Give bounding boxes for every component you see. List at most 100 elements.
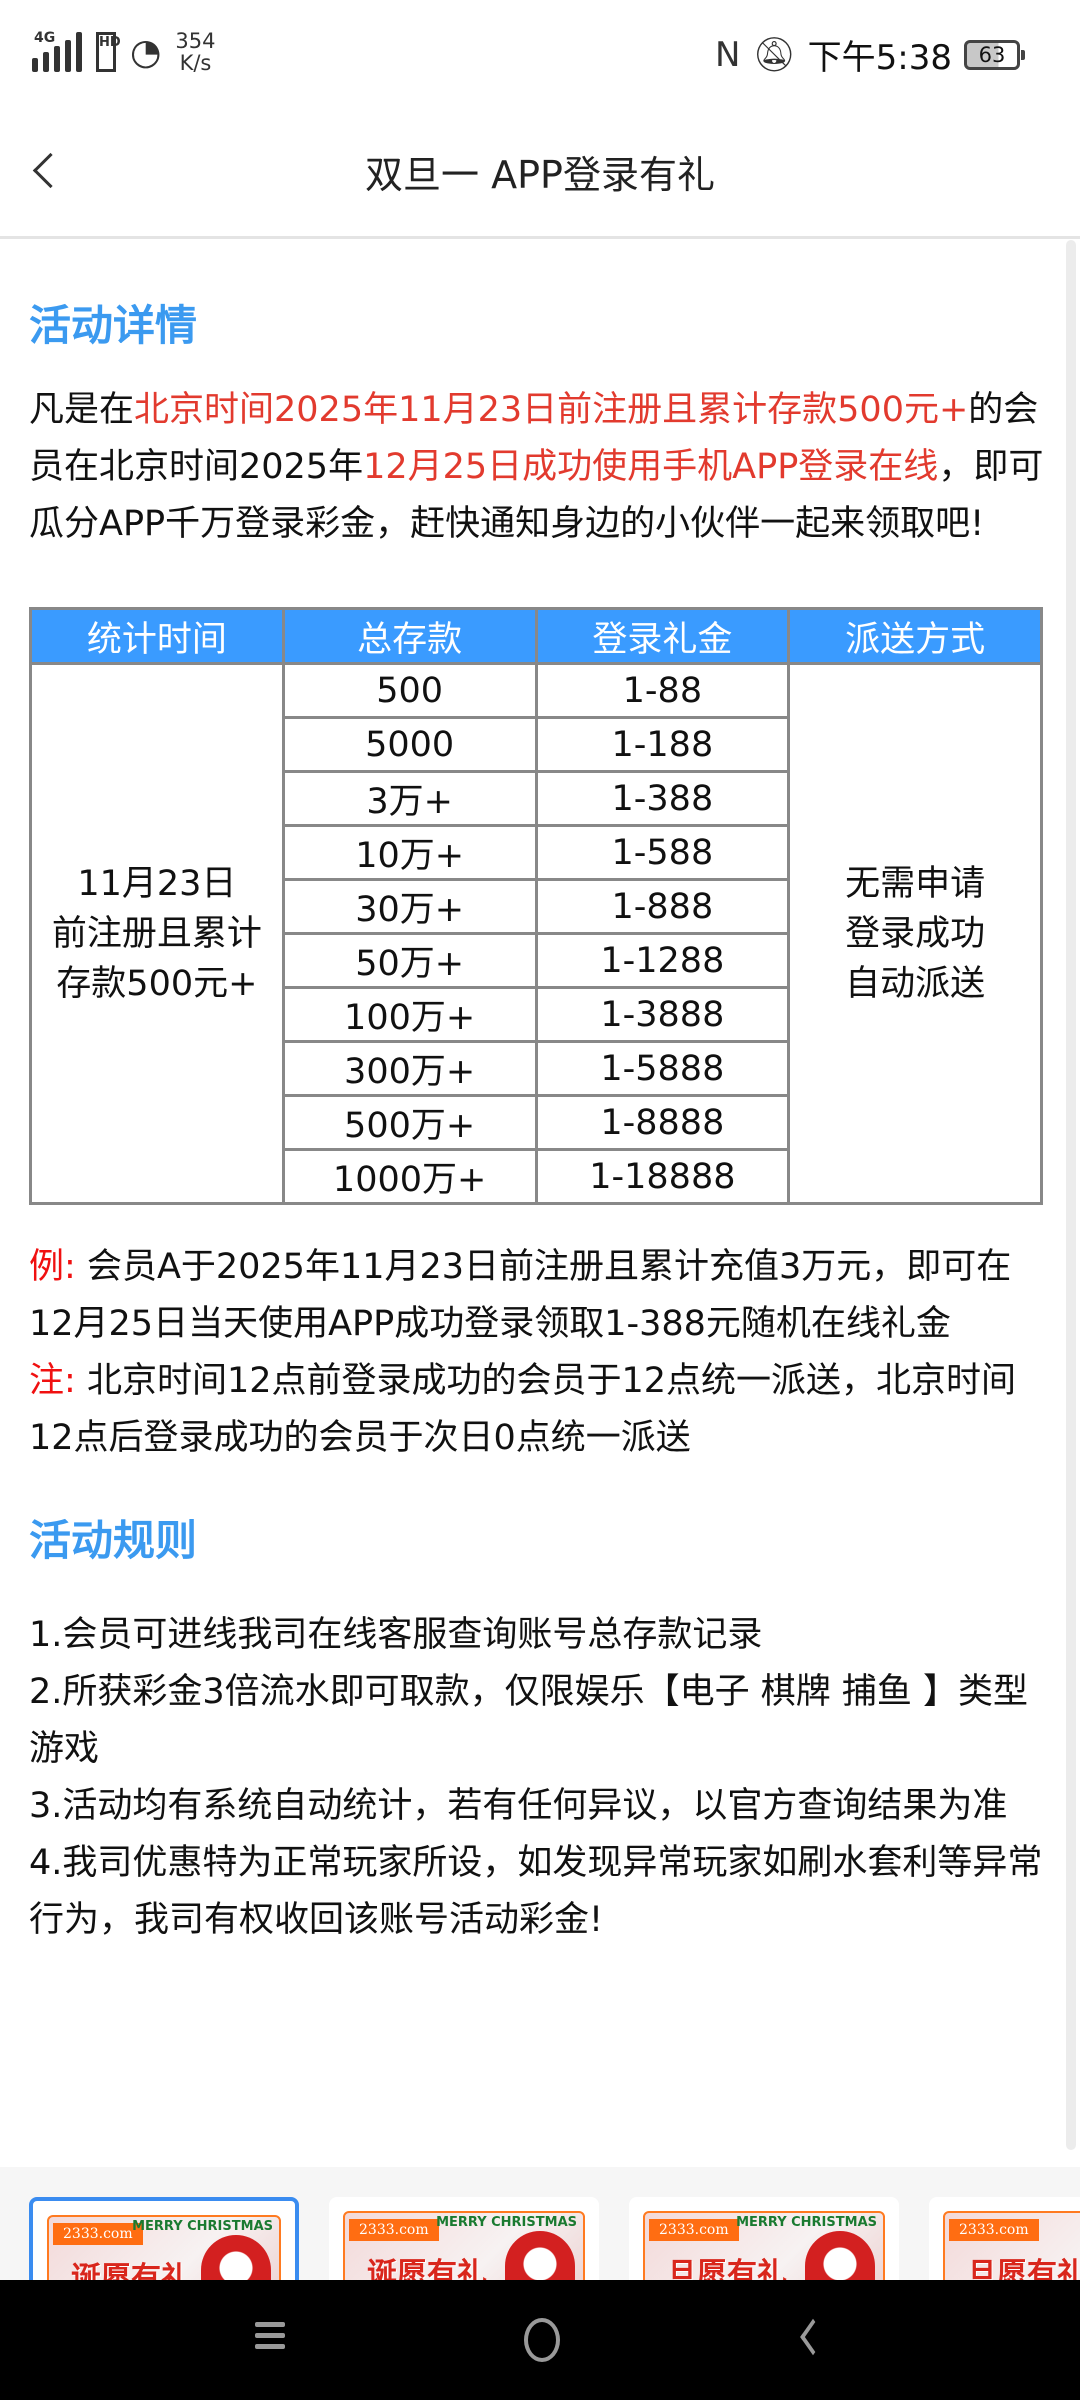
table-row: 1000万+ 1-18888 <box>31 1148 1042 1205</box>
menu-icon <box>240 2322 300 2349</box>
character-image <box>201 2235 271 2280</box>
site-tag: 2333.com <box>349 2219 439 2241</box>
deposit-cell: 500 <box>281 662 538 719</box>
deposit-cell: 1000万+ <box>281 1148 538 1205</box>
nav-back-button[interactable] <box>780 2316 840 2366</box>
table-row: 11月23日 前注册且累计 存款500元+ 500 1-88 无需申请 登录成功 自动派送 <box>29 662 1043 1205</box>
example-text: 会员A于2025年11月23日前注册且累计充值3万元，即可在12月25日当天使用… <box>29 1247 1012 1344</box>
poster-title: 旦愿有礼 <box>667 2257 787 2280</box>
table-row: 3万+ 1-388 <box>31 770 1042 827</box>
network-type: 4G <box>34 30 56 46</box>
column-header: 登录礼金 <box>534 607 791 665</box>
table-row: 500万+ 1-8888 <box>31 1094 1042 1151</box>
column-header: 总存款 <box>281 607 538 665</box>
time-cell-line: 11月23日 <box>77 863 237 904</box>
bonus-cell: 1-18888 <box>534 1148 791 1205</box>
signal-icon: 4G <box>32 30 82 72</box>
delivery-cell-line: 无需申请 <box>845 863 986 904</box>
table-row: 50万+ 1-1288 <box>31 932 1042 989</box>
hd-icon: HD <box>96 32 121 72</box>
deposit-cell: 3万+ <box>281 770 538 827</box>
column-header: 统计时间 <box>29 607 285 665</box>
example-note: 例: 会员A于2025年11月23日前注册且累计充值3万元，即可在12月25日当… <box>29 1239 1049 1353</box>
wifi-icon: ◔ <box>130 31 162 73</box>
nfc-icon: N <box>715 34 741 75</box>
intro-text: 凡是在 <box>29 390 135 430</box>
table-header-row: 统计时间 总存款 登录礼金 派送方式 <box>29 607 1043 665</box>
character-image <box>805 2231 875 2280</box>
deposit-cell: 100万+ <box>281 986 538 1043</box>
intro-highlight: 北京时间2025年11月23日前注册且累计存款500元+ <box>134 390 969 430</box>
poster-title: 诞愿有礼 <box>71 2261 191 2280</box>
bonus-cell: 1-388 <box>534 770 791 827</box>
speed-value: 354 <box>175 29 216 53</box>
table-row: 10万+ 1-588 <box>31 824 1042 881</box>
speed-unit: K/s <box>179 51 212 75</box>
network-speed: 354 K/s <box>175 30 215 74</box>
bonus-cell: 1-888 <box>534 878 791 935</box>
banner-text: MERRY CHRISTMAS <box>132 2219 273 2234</box>
bonus-cell: 1-188 <box>534 716 791 773</box>
banner-text: MERRY CHRISTMAS <box>736 2215 877 2230</box>
rules-heading: 活动规则 <box>29 1516 198 1565</box>
mute-bell-icon: 🔕︎ <box>752 34 796 75</box>
banner-text: MERRY CHRISTMAS <box>436 2215 577 2230</box>
table-row: 100万+ 1-3888 <box>31 986 1042 1043</box>
delivery-note: 注: 北京时间12点前登录成功的会员于12点统一派送，北京时间12点后登录成功的… <box>29 1353 1049 1467</box>
system-nav-bar <box>0 2280 1080 2400</box>
rule-item: 1.会员可进线我司在线客服查询账号总存款记录 <box>29 1615 763 1655</box>
deposit-cell: 10万+ <box>281 824 538 881</box>
rule-item: 4.我司优惠特为正常玩家所设，如发现异常玩家如刷水套利等异常行为，我司有权收回该… <box>29 1843 1043 1940</box>
clock: 下午5:38 <box>807 38 952 78</box>
bonus-cell: 1-3888 <box>534 986 791 1043</box>
time-cell-line: 存款500元+ <box>56 963 258 1004</box>
deposit-cell: 300万+ <box>281 1040 538 1097</box>
bonus-cell: 1-5888 <box>534 1040 791 1097</box>
rule-item: 3.活动均有系统自动统计，若有任何异议，以官方查询结果为准 <box>29 1786 1008 1826</box>
bonus-cell: 1-8888 <box>534 1094 791 1151</box>
note-text: 北京时间12点前登录成功的会员于12点统一派送，北京时间12点后登录成功的会员于… <box>29 1361 1017 1458</box>
table-row: 5000 1-188 <box>31 716 1042 773</box>
example-label: 例: <box>29 1247 76 1287</box>
delivery-cell-line: 登录成功 <box>845 913 986 954</box>
app-header: 双旦一 APP登录有礼 <box>0 110 1080 239</box>
details-heading: 活动详情 <box>29 301 198 350</box>
menu-button[interactable] <box>240 2316 300 2366</box>
activity-content: 活动详情 凡是在北京时间2025年11月23日前注册且累计存款500元+的会员在… <box>29 240 1049 1949</box>
battery-icon: 63 <box>964 39 1025 70</box>
scrollbar[interactable] <box>1066 240 1076 2150</box>
time-cell: 11月23日 前注册且累计 存款500元+ <box>29 662 285 1205</box>
bonus-cell: 1-588 <box>534 824 791 881</box>
table-row: 30万+ 1-888 <box>31 878 1042 935</box>
deposit-cell: 500万+ <box>281 1094 538 1151</box>
home-button[interactable] <box>510 2316 570 2366</box>
deposit-cell: 5000 <box>281 716 538 773</box>
bonus-cell: 1-88 <box>534 662 791 719</box>
delivery-cell-line: 自动派送 <box>845 963 986 1004</box>
site-tag: 2333.com <box>949 2219 1039 2241</box>
status-bar: 4G HD ◔ 354 K/s N 🔕︎ 下午5:38 63 <box>0 0 1080 110</box>
intro-highlight: 12月25日成功使用手机APP登录在线 <box>363 447 939 487</box>
intro-text: 的会员在北京时间2025年 <box>29 390 1039 487</box>
intro-text: ，即可瓜分APP千万登录彩金，赶快通知身边的小伙伴一起来领取吧! <box>29 447 1044 544</box>
intro-paragraph: 凡是在北京时间2025年11月23日前注册且累计存款500元+的会员在北京时间2… <box>29 382 1049 553</box>
bonus-table: 统计时间 总存款 登录礼金 派送方式 11月23日 前注册且累计 存款500元+ 50… <box>29 607 1043 1205</box>
column-header: 派送方式 <box>787 607 1043 665</box>
promo-poster: 2333.com旦愿有礼打码抢红包 <box>943 2211 1080 2280</box>
character-image <box>505 2231 575 2280</box>
rules-list: 1.会员可进线我司在线客服查询账号总存款记录 2.所获彩金3倍流水即可取款，仅限… <box>29 1607 1049 1949</box>
site-tag: 2333.com <box>649 2219 739 2241</box>
rule-item: 2.所获彩金3倍流水即可取款，仅限娱乐【电子 棋牌 捕鱼 】类型游戏 <box>29 1672 1029 1769</box>
time-cell-line: 前注册且累计 <box>51 913 262 954</box>
thumbnail-card[interactable]: 2333.com旦愿有礼打码抢红包 <box>929 2197 1080 2280</box>
poster-title: 旦愿有礼 <box>967 2257 1080 2280</box>
page-title: 双旦一 APP登录有礼 <box>365 153 715 197</box>
note-label: 注: <box>29 1361 76 1401</box>
